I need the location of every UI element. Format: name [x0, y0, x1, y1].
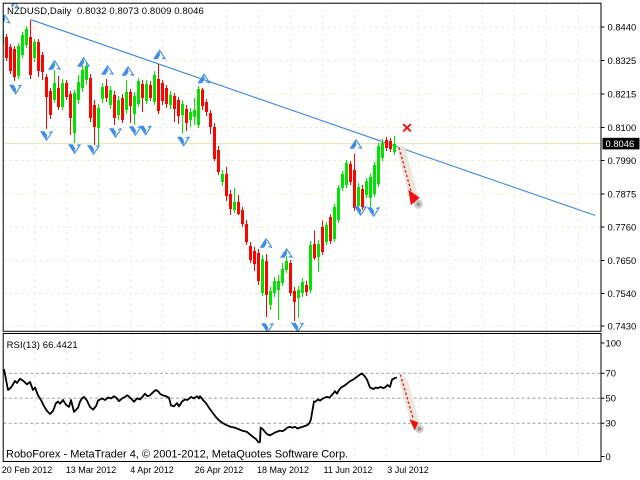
svg-text:50: 50	[606, 393, 616, 404]
svg-text:0.8440: 0.8440	[608, 21, 637, 32]
svg-text:0.8100: 0.8100	[608, 122, 637, 133]
svg-text:100: 100	[606, 337, 622, 348]
svg-text:70: 70	[606, 368, 616, 379]
svg-text:13 Mar 2012: 13 Mar 2012	[66, 465, 117, 475]
svg-text:0: 0	[606, 451, 611, 462]
svg-text:20 Feb 2012: 20 Feb 2012	[2, 465, 53, 475]
svg-text:0.8325: 0.8325	[608, 55, 637, 66]
svg-text:0.8215: 0.8215	[608, 88, 637, 99]
svg-text:4 Apr 2012: 4 Apr 2012	[130, 465, 174, 475]
svg-text:RoboForex - MetaTrader 4, © 20: RoboForex - MetaTrader 4, © 2001-2012, M…	[6, 449, 348, 461]
svg-text:RSI(13) 66.4421: RSI(13) 66.4421	[7, 340, 78, 351]
svg-text:3 Jul 2012: 3 Jul 2012	[387, 465, 429, 475]
svg-text:NZDUSD,Daily 0.8032 0.8073 0.: NZDUSD,Daily 0.8032 0.8073 0.8009 0.8046	[7, 6, 204, 17]
svg-text:0.7540: 0.7540	[608, 288, 637, 299]
svg-text:26 Apr 2012: 26 Apr 2012	[195, 465, 244, 475]
svg-text:18 May 2012: 18 May 2012	[257, 465, 309, 475]
svg-text:30: 30	[606, 418, 616, 429]
svg-text:0.7430: 0.7430	[608, 320, 637, 331]
svg-text:0.8046: 0.8046	[606, 138, 635, 149]
svg-text:0.7875: 0.7875	[608, 188, 637, 199]
svg-text:0.7650: 0.7650	[608, 255, 637, 266]
svg-text:0.7760: 0.7760	[608, 221, 637, 232]
svg-text:11 Jun 2012: 11 Jun 2012	[324, 465, 373, 475]
svg-text:0.7990: 0.7990	[608, 155, 637, 166]
